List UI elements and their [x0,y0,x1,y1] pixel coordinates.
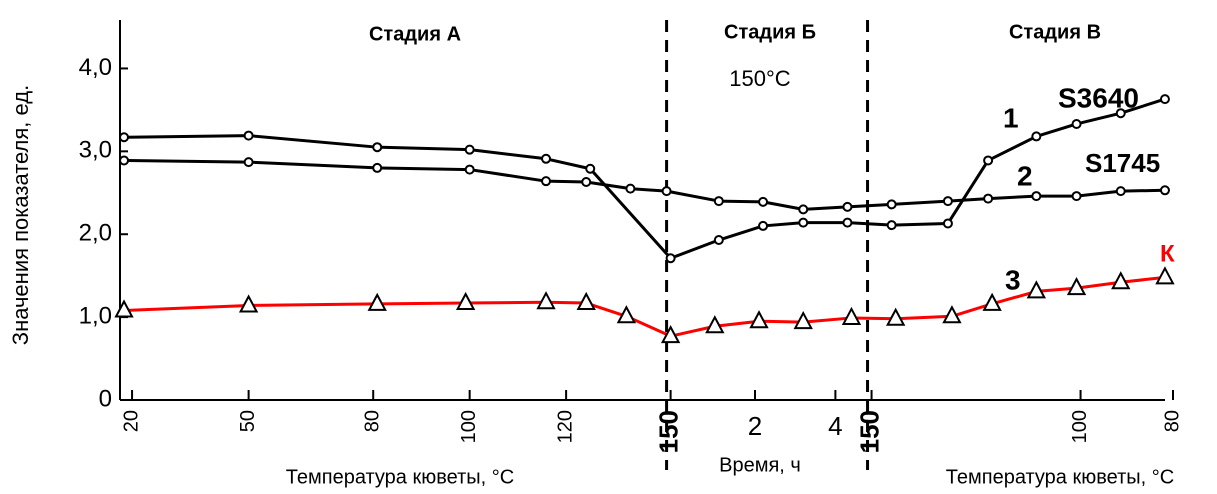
point [841,306,862,325]
annotation: Стадия А [369,23,461,45]
x-tick-label: 4 [828,411,842,441]
y-tick-label: 4,0 [79,54,112,81]
point [585,163,596,174]
point [942,305,962,324]
point [455,291,476,311]
x-tick-label: 150 [653,410,683,453]
curve-number: 3 [1005,264,1021,295]
point [536,291,556,310]
point [842,217,853,228]
point [983,155,994,166]
point [616,305,637,324]
point [713,196,724,207]
x-tick-label: 80 [361,410,383,432]
point [1026,280,1047,299]
series-label: К [1160,240,1175,267]
y-tick-label: 2,0 [79,220,112,247]
point [1159,185,1170,196]
annotation: 150°С [729,66,791,91]
point [114,299,134,318]
point [886,199,897,210]
point [541,153,552,164]
point [372,142,383,153]
point [1159,94,1170,105]
point [1031,131,1042,142]
point [660,325,681,344]
point [793,310,813,330]
point [581,177,592,188]
point [1115,108,1126,119]
point [1115,186,1126,197]
x-tick-label: 120 [554,410,576,443]
y-axis-label: Значения показателя, ед. [8,85,33,345]
point [983,193,994,204]
x-tick-label: 2 [748,411,762,441]
point [886,220,897,231]
point [119,155,130,166]
point [1155,266,1175,285]
point [713,235,724,246]
y-tick-label: 0 [99,385,112,412]
curve-number: 1 [1003,102,1019,133]
point [1071,118,1082,129]
point [1071,191,1082,202]
point [758,196,769,207]
x-axis-label: Температура кюветы, °С [286,466,514,488]
point [661,186,672,197]
annotation: Стадия В [1009,21,1101,43]
series-line [123,158,1165,211]
point [372,162,383,173]
point [1031,191,1042,202]
x-tick-label: 100 [1069,410,1091,443]
x-tick-label: 50 [237,410,259,432]
series-line [123,97,1166,260]
point [886,307,906,326]
point [576,291,596,311]
point [238,294,259,313]
point [464,144,475,155]
point [1066,276,1087,296]
x-tick-label: 20 [120,410,142,432]
point [625,183,636,194]
point [798,204,809,215]
y-tick-label: 3,0 [79,137,112,164]
point [243,157,254,168]
series-label: S1745 [1085,148,1160,178]
x-axis-label: Температура кюветы, °С [946,466,1174,488]
x-tick-label: 150 [854,410,884,453]
point [119,132,130,143]
point [243,130,254,141]
point [798,217,809,228]
point [758,220,769,231]
point [749,310,769,329]
point [367,292,387,311]
point [665,253,676,264]
x-tick-label: 100 [458,410,480,443]
point [464,164,475,175]
y-tick-label: 1,0 [79,302,112,329]
annotation: Стадия Б [724,21,816,43]
curve-number: 2 [1017,160,1033,191]
point [942,218,953,229]
point [982,292,1002,311]
point [1111,271,1131,290]
series-label: S3640 [1058,82,1139,113]
point [942,196,953,207]
x-tick-label: 80 [1161,410,1183,432]
point [541,176,552,187]
x-axis-label: Время, ч [719,454,801,476]
point [842,201,853,212]
point [705,315,725,334]
